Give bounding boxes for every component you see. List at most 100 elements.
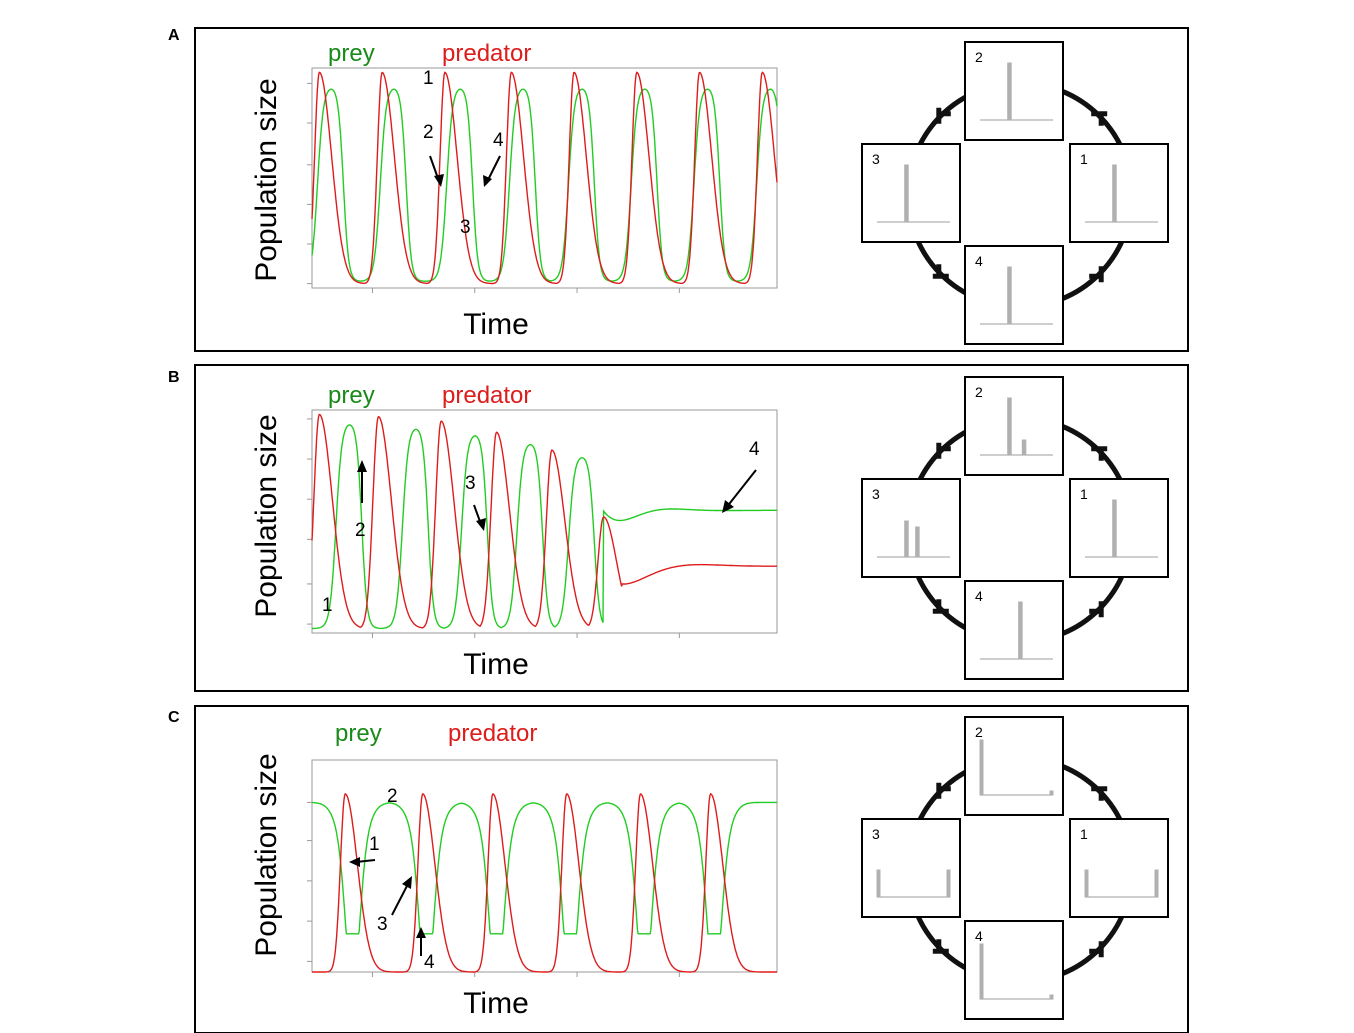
panel-b-arrow-2 xyxy=(357,460,367,503)
panel-c-ylabel: Population size xyxy=(250,753,283,956)
histogram-box-1 xyxy=(1069,478,1169,578)
panel-a-ylabel: Population size xyxy=(250,78,283,281)
panel-b-arrow-3 xyxy=(473,504,486,531)
histogram-label-3: 3 xyxy=(872,151,880,167)
panel-c-arrow-1 xyxy=(349,857,376,867)
panel-b-annotation-3: 3 xyxy=(465,473,476,494)
panel-c-cycle-diagram: 2 3 1 4 xyxy=(861,716,1169,1020)
panel-c-annotation-4: 4 xyxy=(424,952,435,973)
panel-a-annotation-2: 2 xyxy=(423,122,434,143)
histogram-bar xyxy=(1084,869,1089,898)
panel-c-plot xyxy=(307,759,778,977)
panel-letter-b: B xyxy=(168,369,180,386)
histogram-box-2 xyxy=(964,376,1064,476)
panel-letter-a: A xyxy=(168,27,180,44)
histogram-bar xyxy=(1007,397,1012,456)
histogram-label-1: 1 xyxy=(1080,486,1088,502)
panel-a-legend-predator: predator xyxy=(442,40,531,67)
panel-a-annotation-4: 4 xyxy=(493,130,504,151)
panel-a-cycle-diagram: 2 3 1 4 xyxy=(861,41,1169,345)
histogram-bar xyxy=(979,739,984,796)
histogram-box-4 xyxy=(964,245,1064,345)
panel-c-arrow-4 xyxy=(416,927,426,956)
histogram-label-2: 2 xyxy=(975,49,983,65)
histogram-bar xyxy=(904,520,909,558)
histogram-box-3 xyxy=(861,818,961,918)
panel-b-arrow-4 xyxy=(722,469,757,513)
histogram-box-2 xyxy=(964,41,1064,141)
panel-a-plot xyxy=(307,67,778,293)
panel-b-ylabel: Population size xyxy=(250,414,283,617)
panel-a: A Population size Time prey predator 1 2… xyxy=(168,27,1189,352)
cycle-arrow-head xyxy=(1089,941,1104,958)
cycle-arrow-head xyxy=(932,599,949,614)
histogram-label-1: 1 xyxy=(1080,826,1088,842)
panel-a-xlabel: Time xyxy=(463,308,529,341)
panel-a-arrow-4 xyxy=(483,155,501,187)
histogram-bar xyxy=(1112,164,1117,223)
series-line-prey xyxy=(311,88,778,283)
panel-b-annotation-4: 4 xyxy=(749,439,760,460)
histogram-bar xyxy=(1049,994,1054,1000)
cycle-arrow-head xyxy=(1091,786,1108,801)
histogram-bar xyxy=(1049,790,1054,796)
panel-b-xlabel: Time xyxy=(463,648,529,681)
histogram-box-1 xyxy=(1069,143,1169,243)
histogram-bar xyxy=(1112,499,1117,558)
histogram-label-4: 4 xyxy=(975,588,983,604)
cycle-arrow-head xyxy=(936,107,951,124)
panel-b: B Population size Time prey predator 2 3… xyxy=(168,364,1189,692)
panel-c-annotation-3: 3 xyxy=(377,914,388,935)
series-line-predator xyxy=(311,413,777,629)
panel-b-legend-predator: predator xyxy=(442,382,531,409)
panel-c-legend-prey: prey xyxy=(335,720,382,747)
histogram-label-4: 4 xyxy=(975,928,983,944)
series-line-predator xyxy=(312,792,777,973)
histogram-bar xyxy=(876,869,881,898)
panel-b-cycle-diagram: 2 3 1 4 xyxy=(861,376,1169,680)
histogram-bar xyxy=(1154,869,1159,898)
panel-c-legend-predator: predator xyxy=(448,720,537,747)
histogram-box-3 xyxy=(861,478,961,578)
cycle-arrow-head xyxy=(1089,266,1104,283)
panel-c-xlabel: Time xyxy=(463,987,529,1020)
cycle-arrow-head xyxy=(932,264,949,279)
histogram-bar xyxy=(1007,266,1012,325)
panel-c-arrow-3 xyxy=(391,876,412,916)
plot-frame xyxy=(311,409,778,634)
panel-c: C Population size Time prey predator 2 1… xyxy=(168,705,1189,1033)
histogram-bar xyxy=(1007,62,1012,121)
cycle-arrow-head xyxy=(1091,446,1108,461)
panel-b-annotation-2: 2 xyxy=(355,520,366,541)
cycle-arrow-head xyxy=(1089,601,1104,618)
panel-a-legend-prey: prey xyxy=(328,40,375,67)
panel-a-annotation-3: 3 xyxy=(460,217,471,238)
histogram-label-2: 2 xyxy=(975,384,983,400)
cycle-arrow-head xyxy=(936,442,951,459)
panel-a-annotation-1: 1 xyxy=(423,68,434,89)
cycle-arrow-head xyxy=(1091,111,1108,126)
histogram-bar xyxy=(915,526,920,558)
histogram-box-3 xyxy=(861,143,961,243)
panel-b-legend-prey: prey xyxy=(328,382,375,409)
series-line-predator xyxy=(311,71,778,285)
histogram-bar xyxy=(979,943,984,1000)
histogram-label-1: 1 xyxy=(1080,151,1088,167)
histogram-label-3: 3 xyxy=(872,486,880,502)
histogram-box-1 xyxy=(1069,818,1169,918)
series-line-prey xyxy=(312,801,777,935)
panel-b-annotation-1: 1 xyxy=(322,595,333,616)
panel-b-plot xyxy=(307,409,778,638)
series-line-prey xyxy=(312,424,777,630)
histogram-label-4: 4 xyxy=(975,253,983,269)
cycle-arrow-head xyxy=(932,939,949,954)
histogram-label-3: 3 xyxy=(872,826,880,842)
panel-a-arrow-2 xyxy=(429,155,444,187)
histogram-bar xyxy=(1021,439,1027,456)
panel-c-annotation-2: 2 xyxy=(387,786,398,807)
histogram-bar xyxy=(1018,601,1023,660)
histogram-bar xyxy=(946,869,951,898)
panel-letter-c: C xyxy=(168,709,180,726)
panel-c-annotation-1: 1 xyxy=(369,834,380,855)
